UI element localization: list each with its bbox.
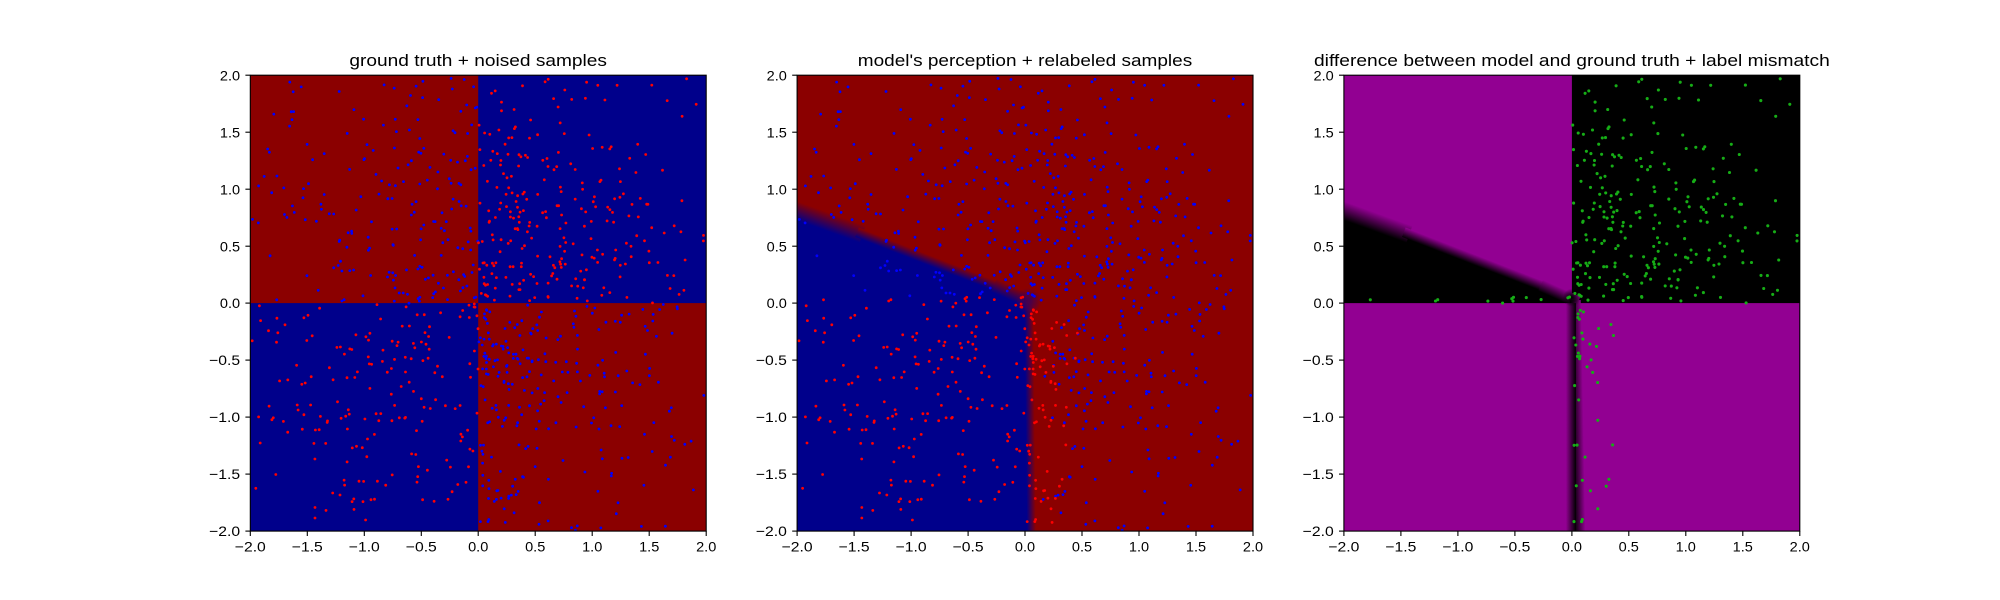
svg-text:1.0: 1.0 (1676, 540, 1696, 556)
svg-text:0.0: 0.0 (1015, 540, 1035, 556)
svg-text:model's perception + relabeled: model's perception + relabeled samples (858, 51, 1192, 70)
svg-text:1.0: 1.0 (1129, 540, 1149, 556)
svg-text:−0.5: −0.5 (756, 353, 787, 369)
svg-text:−2.0: −2.0 (756, 524, 787, 540)
svg-text:0.0: 0.0 (468, 540, 488, 556)
svg-text:0.0: 0.0 (1314, 296, 1334, 312)
svg-text:ground truth + noised samples: ground truth + noised samples (349, 51, 607, 70)
svg-text:−1.0: −1.0 (1303, 410, 1334, 426)
svg-text:0.5: 0.5 (1072, 540, 1092, 556)
svg-text:1.5: 1.5 (767, 125, 787, 141)
svg-text:0.5: 0.5 (767, 239, 787, 255)
svg-text:−2.0: −2.0 (235, 540, 266, 556)
svg-text:2.0: 2.0 (1243, 540, 1263, 556)
svg-text:0.0: 0.0 (1562, 540, 1582, 556)
svg-text:0.5: 0.5 (220, 239, 240, 255)
svg-text:−1.0: −1.0 (896, 540, 927, 556)
svg-text:difference between model and g: difference between model and ground trut… (1314, 51, 1830, 70)
svg-text:1.5: 1.5 (639, 540, 659, 556)
svg-text:1.5: 1.5 (1186, 540, 1206, 556)
svg-text:0.0: 0.0 (767, 296, 787, 312)
svg-text:1.0: 1.0 (767, 182, 787, 198)
svg-text:−0.5: −0.5 (1499, 540, 1530, 556)
svg-text:−1.0: −1.0 (209, 410, 240, 426)
svg-text:−1.5: −1.5 (209, 467, 240, 483)
svg-text:1.0: 1.0 (1314, 182, 1334, 198)
svg-text:−1.5: −1.5 (1385, 540, 1416, 556)
svg-text:1.5: 1.5 (220, 125, 240, 141)
svg-text:−1.5: −1.5 (839, 540, 870, 556)
svg-text:−1.0: −1.0 (1442, 540, 1473, 556)
svg-text:−1.0: −1.0 (349, 540, 380, 556)
svg-text:−2.0: −2.0 (1328, 540, 1359, 556)
svg-text:0.5: 0.5 (1619, 540, 1639, 556)
svg-text:−0.5: −0.5 (953, 540, 984, 556)
svg-text:1.5: 1.5 (1314, 125, 1334, 141)
svg-text:1.5: 1.5 (1733, 540, 1753, 556)
svg-text:0.5: 0.5 (525, 540, 545, 556)
svg-text:1.0: 1.0 (220, 182, 240, 198)
svg-text:−0.5: −0.5 (209, 353, 240, 369)
svg-text:2.0: 2.0 (696, 540, 716, 556)
svg-text:0.0: 0.0 (220, 296, 240, 312)
svg-text:2.0: 2.0 (220, 68, 240, 84)
svg-text:−2.0: −2.0 (1303, 524, 1334, 540)
svg-text:−1.5: −1.5 (292, 540, 323, 556)
svg-text:−1.5: −1.5 (1303, 467, 1334, 483)
svg-text:2.0: 2.0 (1314, 68, 1334, 84)
svg-text:−2.0: −2.0 (782, 540, 813, 556)
svg-text:2.0: 2.0 (767, 68, 787, 84)
svg-text:−0.5: −0.5 (406, 540, 437, 556)
svg-text:−0.5: −0.5 (1303, 353, 1334, 369)
svg-text:−1.0: −1.0 (756, 410, 787, 426)
svg-text:−1.5: −1.5 (756, 467, 787, 483)
svg-text:1.0: 1.0 (582, 540, 602, 556)
svg-text:2.0: 2.0 (1790, 540, 1810, 556)
svg-text:−2.0: −2.0 (209, 524, 240, 540)
svg-text:0.5: 0.5 (1314, 239, 1334, 255)
